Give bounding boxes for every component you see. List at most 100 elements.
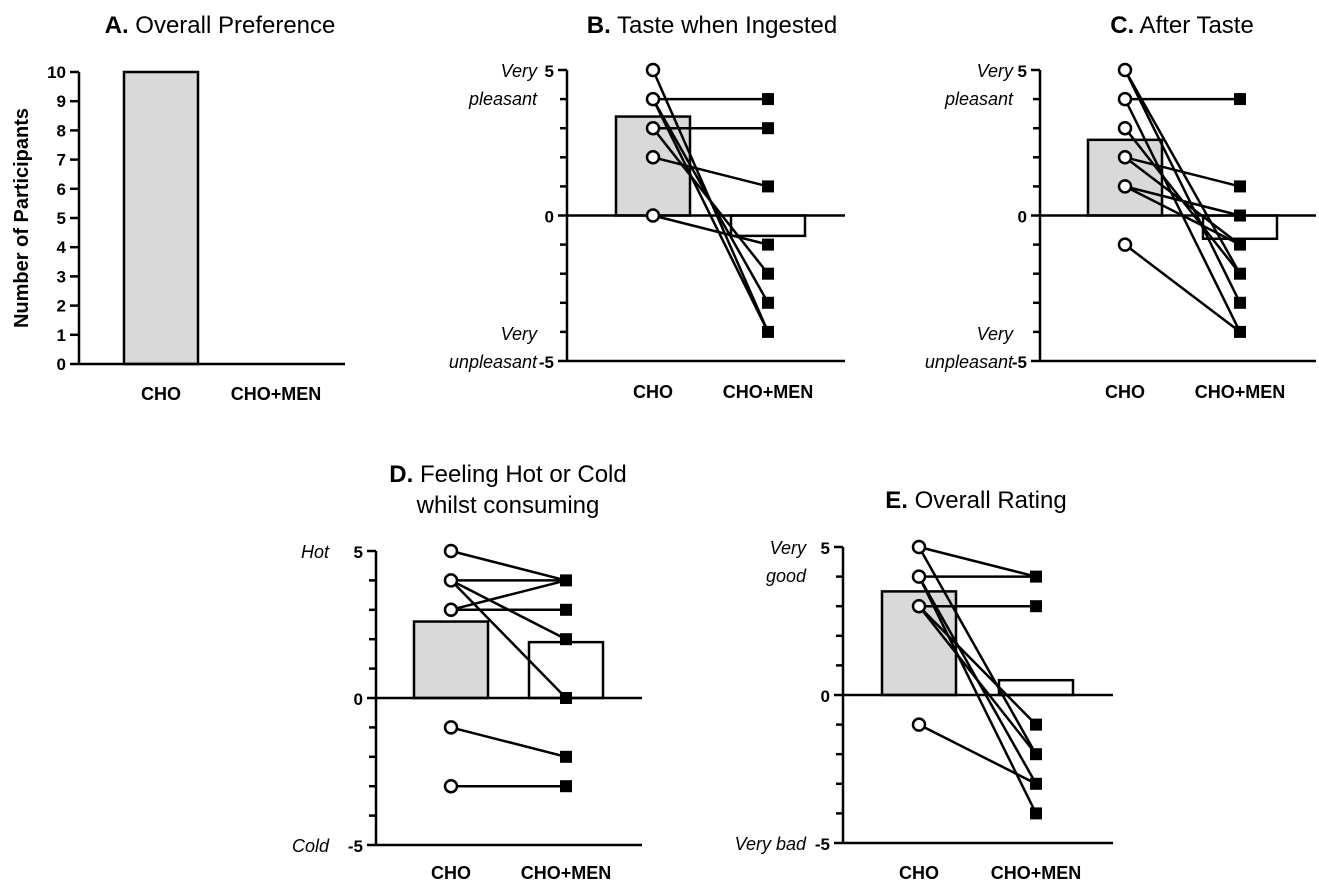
cho-men-point (1030, 748, 1042, 761)
paired-line (1124, 185, 1241, 246)
paired-line (450, 579, 567, 699)
paired-line (1124, 243, 1241, 333)
y-tick-label: 5 (821, 539, 830, 558)
panel-letter: E. (885, 487, 908, 514)
cho-point (443, 602, 459, 618)
markers (645, 62, 774, 338)
panel-title-text: After Taste (1134, 12, 1254, 39)
markers (1117, 62, 1246, 338)
y-tick-label: 1 (57, 326, 66, 345)
paired-line (918, 545, 1037, 578)
cho-men-point (762, 180, 774, 193)
panel-title: C. After Taste (1110, 12, 1254, 39)
paired-line (450, 549, 567, 582)
cho-point (645, 208, 661, 223)
cho-men-point (762, 267, 774, 280)
markers (911, 539, 1042, 820)
cho-point (443, 543, 459, 559)
cho-point (911, 539, 927, 555)
panel-b: -5 0 5 CHO CHO+MEN Very pleasant Very unpleasant (449, 61, 845, 402)
panel-d: whilst consuming -5 0 5 CHO CHO+MEN Hot Cold (292, 492, 642, 882)
x-category-label: CHO+MEN (521, 863, 612, 882)
panel-a: 0 1 2 3 4 5 6 7 8 9 10 CHO CHO+MEN Number of Particip… (11, 63, 345, 404)
cho-men-point (560, 633, 572, 646)
paired-line (918, 723, 1037, 785)
cho-point (443, 778, 459, 794)
cho-point (443, 720, 459, 735)
cho-men-point (560, 603, 572, 616)
panel-title-line2: whilst consuming (416, 492, 600, 519)
cho-point (443, 573, 459, 588)
y-tick-label: 5 (1018, 62, 1027, 81)
y-tick-label: 0 (57, 355, 66, 374)
paired-lines (917, 545, 1038, 814)
panel-c: -5 0 5 CHO CHO+MEN Very pleasant Very unpleasant (925, 61, 1316, 402)
x-category-label: CHO (141, 384, 181, 404)
cho-men-point (1030, 600, 1042, 613)
top-anchor-label: pleasant (468, 89, 538, 109)
top-anchor-label: Hot (301, 542, 330, 562)
cho-point (645, 62, 661, 78)
bar-cho-men (729, 214, 807, 238)
panel-title-text: Taste when Ingested (611, 12, 837, 39)
cho-point (1117, 150, 1133, 165)
paired-lines (450, 549, 567, 788)
cho-point (1117, 91, 1133, 107)
y-tick-label: 5 (57, 209, 66, 228)
cho-point (1117, 237, 1133, 252)
x-category-label: CHO+MEN (1195, 382, 1286, 402)
top-anchor-label: Very (770, 538, 807, 558)
paired-line (918, 605, 1037, 726)
cho-point (911, 598, 927, 614)
y-tick-label: -5 (348, 837, 363, 856)
panel-title: D. Feeling Hot or Cold (389, 461, 626, 488)
cho-men-point (1030, 570, 1042, 583)
panel-title: E. Overall Rating (885, 487, 1066, 514)
top-anchor-label: Very (977, 61, 1014, 81)
paired-line (918, 605, 1037, 755)
cho-point (645, 120, 661, 136)
panel-title-text: Overall Rating (908, 487, 1067, 514)
y-tick-label: 5 (354, 543, 363, 562)
cho-point (911, 717, 927, 732)
bottom-anchor-label: unpleasant (449, 352, 538, 372)
panel-title: B. Taste when Ingested (587, 12, 837, 39)
cho-men-point (1234, 238, 1246, 251)
cho-point (645, 150, 661, 165)
cho-men-point (762, 325, 774, 338)
x-category-label: CHO (633, 382, 673, 402)
y-tick-label: 9 (57, 92, 66, 111)
paired-line (1124, 156, 1241, 188)
paired-line (652, 127, 769, 275)
cho-point (1117, 120, 1133, 136)
cho-men-point (1234, 209, 1246, 222)
top-anchor-label: good (766, 566, 807, 586)
bar-cho (412, 620, 490, 700)
cho-men-point (1030, 718, 1042, 731)
cho-men-point (1234, 93, 1246, 106)
cho-point (911, 569, 927, 584)
bottom-anchor-label: Cold (292, 836, 330, 856)
bars (1086, 138, 1279, 241)
y-ticks: -5 0 5 (1012, 62, 1040, 372)
paired-lines (1123, 69, 1242, 333)
top-anchor-label: Very (501, 61, 538, 81)
y-axis-title: Number of Participants (11, 108, 33, 328)
x-category-label: CHO (899, 863, 939, 882)
panel-letter: A. (105, 12, 129, 39)
cho-men-point (1234, 180, 1246, 193)
cho-men-point (560, 750, 572, 763)
y-tick-label: 0 (1018, 208, 1027, 227)
cho-men-point (1234, 296, 1246, 309)
y-tick-label: 6 (57, 180, 66, 199)
cho-men-point (762, 296, 774, 309)
panel-title-text: Overall Preference (129, 12, 336, 39)
x-category-label: CHO+MEN (723, 382, 814, 402)
y-tick-label: 0 (354, 690, 363, 709)
panel-letter: B. (587, 12, 611, 39)
panel-letter: D. (389, 461, 413, 488)
x-category-label: CHO (1105, 382, 1145, 402)
y-tick-label: 10 (47, 63, 66, 82)
paired-lines (651, 69, 770, 333)
x-category-label: CHO (431, 863, 471, 882)
